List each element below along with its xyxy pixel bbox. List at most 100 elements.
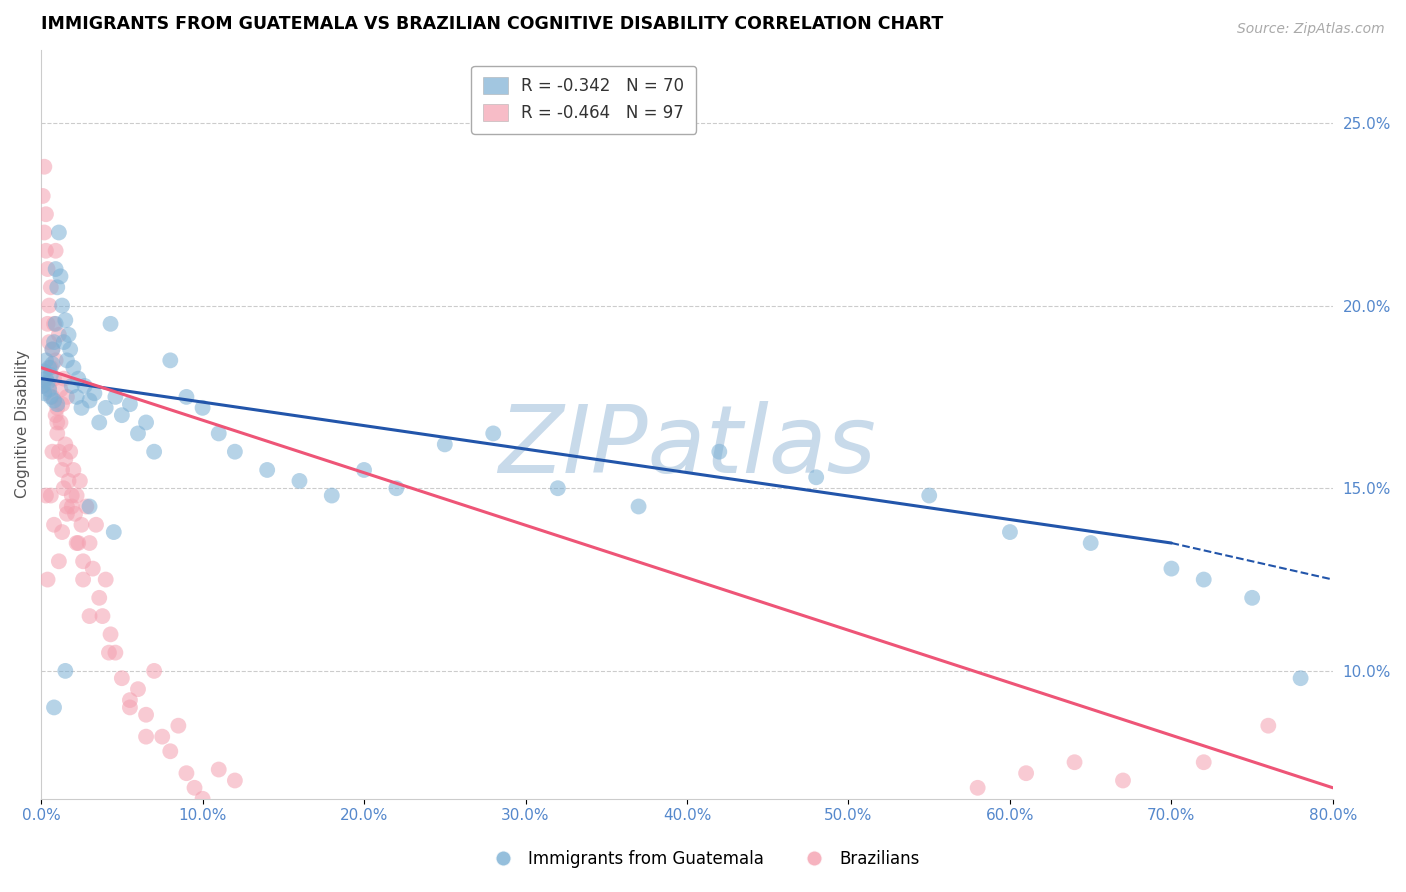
- Point: [38, 379, 60, 393]
- Point: [53, 437, 76, 451]
- Text: IMMIGRANTS FROM GUATEMALA VS BRAZILIAN COGNITIVE DISABILITY CORRELATION CHART: IMMIGRANTS FROM GUATEMALA VS BRAZILIAN C…: [41, 15, 943, 33]
- Point: [45, 262, 67, 277]
- Point: [34, 386, 56, 401]
- Point: [35, 489, 58, 503]
- Point: [48, 327, 70, 342]
- Point: [42, 317, 65, 331]
- Point: [52, 371, 75, 385]
- Point: [1192, 573, 1215, 587]
- Point: [53, 452, 76, 467]
- Legend: Immigrants from Guatemala, Brazilians: Immigrants from Guatemala, Brazilians: [479, 844, 927, 875]
- Point: [34, 160, 56, 174]
- Point: [49, 269, 72, 284]
- Point: [37, 573, 59, 587]
- Point: [127, 426, 149, 441]
- Point: [31, 379, 53, 393]
- Point: [89, 591, 111, 605]
- Point: [70, 401, 93, 415]
- Point: [709, 444, 731, 458]
- Point: [35, 371, 58, 385]
- Point: [1015, 766, 1038, 780]
- Point: [79, 536, 101, 550]
- Point: [104, 646, 127, 660]
- Point: [49, 383, 72, 397]
- Point: [100, 317, 122, 331]
- Point: [46, 426, 69, 441]
- Point: [208, 426, 231, 441]
- Point: [46, 280, 69, 294]
- Point: [127, 682, 149, 697]
- Point: [433, 437, 456, 451]
- Point: [41, 357, 63, 371]
- Point: [48, 554, 70, 568]
- Point: [1192, 756, 1215, 770]
- Point: [84, 517, 107, 532]
- Point: [280, 854, 302, 868]
- Point: [31, 379, 53, 393]
- Point: [79, 500, 101, 514]
- Point: [183, 780, 205, 795]
- Point: [69, 474, 91, 488]
- Point: [56, 507, 79, 521]
- Point: [103, 524, 125, 539]
- Text: ZIPatlas: ZIPatlas: [498, 401, 876, 492]
- Point: [42, 700, 65, 714]
- Point: [353, 463, 375, 477]
- Point: [39, 368, 62, 382]
- Point: [66, 390, 89, 404]
- Point: [45, 317, 67, 331]
- Point: [41, 343, 63, 357]
- Point: [34, 364, 56, 378]
- Point: [918, 489, 941, 503]
- Legend: R = -0.342   N = 70, R = -0.464   N = 97: R = -0.342 N = 70, R = -0.464 N = 97: [471, 66, 696, 134]
- Point: [966, 780, 988, 795]
- Point: [100, 627, 122, 641]
- Point: [66, 536, 89, 550]
- Point: [48, 226, 70, 240]
- Point: [97, 646, 120, 660]
- Point: [51, 397, 73, 411]
- Point: [167, 719, 190, 733]
- Point: [79, 609, 101, 624]
- Point: [45, 353, 67, 368]
- Point: [256, 463, 278, 477]
- Point: [482, 426, 505, 441]
- Point: [72, 573, 94, 587]
- Point: [51, 524, 73, 539]
- Point: [135, 730, 157, 744]
- Point: [46, 397, 69, 411]
- Point: [288, 474, 311, 488]
- Point: [176, 766, 198, 780]
- Point: [46, 416, 69, 430]
- Text: Source: ZipAtlas.com: Source: ZipAtlas.com: [1237, 22, 1385, 37]
- Point: [547, 481, 569, 495]
- Point: [82, 561, 104, 575]
- Point: [1080, 536, 1102, 550]
- Point: [52, 481, 75, 495]
- Point: [48, 444, 70, 458]
- Point: [59, 343, 82, 357]
- Point: [1241, 591, 1264, 605]
- Point: [63, 507, 86, 521]
- Point: [56, 390, 79, 404]
- Point: [1160, 561, 1182, 575]
- Point: [49, 416, 72, 430]
- Point: [60, 489, 83, 503]
- Point: [38, 360, 60, 375]
- Point: [150, 730, 173, 744]
- Point: [304, 876, 326, 890]
- Point: [89, 416, 111, 430]
- Point: [51, 463, 73, 477]
- Point: [45, 244, 67, 258]
- Point: [39, 489, 62, 503]
- Point: [38, 299, 60, 313]
- Point: [42, 517, 65, 532]
- Point: [58, 474, 80, 488]
- Point: [41, 343, 63, 357]
- Point: [53, 313, 76, 327]
- Point: [59, 444, 82, 458]
- Point: [1257, 719, 1279, 733]
- Point: [159, 353, 181, 368]
- Point: [66, 489, 89, 503]
- Point: [83, 386, 105, 401]
